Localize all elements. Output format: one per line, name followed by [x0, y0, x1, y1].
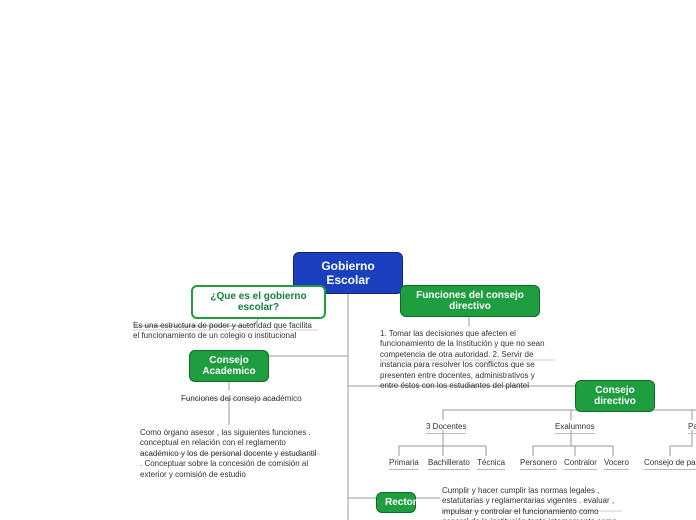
leaf-contralor: Contralor [564, 458, 597, 470]
leaf-consejo-padres: Consejo de padres [644, 458, 696, 470]
diagram-canvas: Gobierno Escolar ¿Que es el gobierno esc… [0, 0, 696, 520]
text-funciones-directivo: 1. Tomar las decisiones que afecten el f… [380, 329, 555, 391]
leaf-bachillerato: Bachillerato [428, 458, 470, 470]
node-consejo-academico: Consejo Academico [189, 350, 269, 382]
leaf-padres-cut: Pa [688, 422, 696, 434]
leaf-exalumnos: Exalumnos [555, 422, 595, 434]
text-que-es: Es una estructura de poder y autoridad q… [133, 321, 318, 342]
leaf-tecnica: Técnica [477, 458, 505, 470]
node-rector: Rector [376, 492, 416, 513]
leaf-personero: Personero [520, 458, 557, 470]
leaf-3-docentes: 3 Docentes [426, 422, 466, 434]
leaf-vocero: Vocero [604, 458, 629, 470]
text-consejo-academico-body: Como órgano asesor , las siguientes func… [140, 428, 320, 480]
node-funciones-directivo: Funciones del consejo directivo [400, 285, 540, 317]
text-consejo-academico-sub: Funciones del consejo académico [181, 394, 331, 404]
leaf-primaria: Primaria [389, 458, 419, 470]
node-consejo-directivo: Consejo directivo [575, 380, 655, 412]
node-que-es: ¿Que es el gobierno escolar? [191, 285, 326, 319]
text-rector: Cumplir y hacer cumplir las normas legal… [442, 486, 622, 520]
